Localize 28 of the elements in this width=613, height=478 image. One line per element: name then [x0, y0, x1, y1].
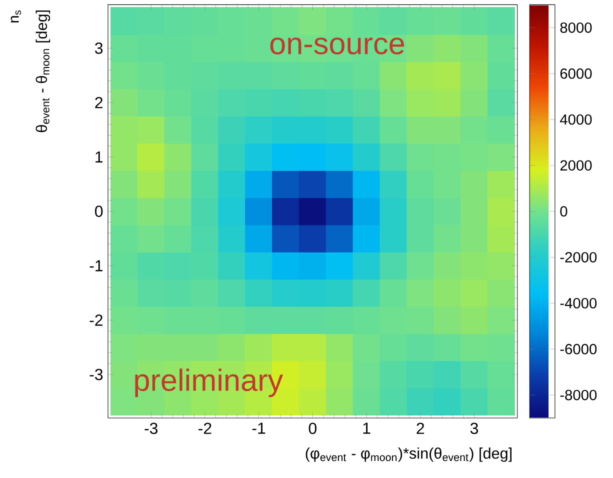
y-tick-label: 2 [95, 96, 102, 108]
color-bar-label: 6000 [560, 68, 592, 79]
x-tick-label: 0 [308, 422, 316, 434]
color-bar-label: 4000 [560, 114, 592, 125]
color-bar-label: -4000 [560, 298, 597, 308]
y-tick-label: -3 [90, 368, 103, 380]
color-bar-label: -6000 [560, 344, 597, 354]
y-tick-label: -2 [90, 314, 102, 326]
annotation: preliminary [135, 368, 284, 398]
y-tick-label: -1 [90, 260, 103, 272]
color-bar-label: -8000 [560, 390, 597, 400]
x-tick-label: -3 [144, 422, 158, 434]
y-axis-title: θ$_{event}$ - θ$_{moon}$ [deg] [36, 10, 50, 132]
y-tick-label: 0 [95, 206, 103, 217]
x-tick-label: -2 [198, 422, 212, 434]
color-bar-label: 2000 [560, 160, 592, 171]
x-tick-label: -1 [252, 422, 266, 434]
color-bar-label: 8000 [560, 22, 592, 33]
x-tick-label: 3 [470, 422, 478, 434]
y-tick-label: 3 [95, 42, 103, 54]
y-tick-label: 1 [96, 151, 103, 162]
x-tick-label: 2 [416, 422, 424, 434]
x-axis-title: (φ$_{event}$ - φ$_{moon}$)*sin(θ$_{event}$) [deg] [306, 448, 512, 462]
x-tick-label: 1 [363, 422, 370, 434]
color-bar-label: 0 [560, 206, 568, 217]
color-bar-title: n$_{s}$ [10, 10, 21, 22]
color-bar-label: -2000 [560, 252, 597, 262]
annotation: on-source [270, 38, 404, 54]
